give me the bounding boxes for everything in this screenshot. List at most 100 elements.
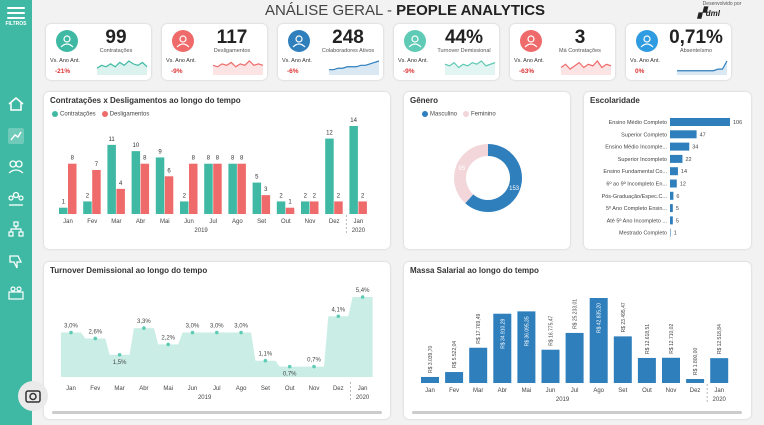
data-label: R$ 16.775,47 [549, 315, 555, 345]
bar [116, 188, 125, 214]
data-label: 1 [674, 231, 677, 237]
category-label: Superior Completo [621, 132, 667, 138]
kpi-card[interactable]: 99 Contratações Vs. Ano Ant. -21% [46, 24, 151, 80]
x-tick-label: Fev [90, 386, 100, 392]
kpi-delta: -6% [287, 68, 299, 75]
home-icon[interactable] [7, 95, 25, 113]
x-tick-label: Jan [66, 386, 76, 392]
kpi-compare-label: Vs. Ano Ant. [398, 58, 428, 64]
x-tick-label: Set [618, 388, 627, 394]
data-label: 8 [192, 156, 196, 162]
x-tick-label: Jun [546, 388, 556, 394]
bar [276, 201, 286, 214]
data-label: 106 [733, 120, 742, 126]
bar [107, 144, 116, 214]
data-label: 6 [676, 194, 679, 200]
data-point [117, 352, 122, 357]
panel-title: Contratações x Desligamentos ao longo do… [50, 96, 241, 105]
data-label: R$ 12.518,84 [717, 324, 723, 354]
hiring-icon[interactable] [7, 158, 25, 176]
kpi-card[interactable]: 117 Desligamentos Vs. Ano Ant. -9% [162, 24, 267, 80]
data-label: 2 [337, 193, 341, 199]
gender-donut-chart[interactable]: 153 95 [404, 92, 570, 249]
data-label: 8 [143, 156, 147, 162]
absence-icon[interactable] [7, 284, 25, 302]
data-label: 1 [288, 200, 292, 206]
x-tick-label: Jul [213, 386, 221, 392]
x-tick-label: Ago [236, 386, 247, 392]
data-label: 3,0% [186, 324, 200, 330]
data-label: 2,6% [88, 329, 102, 335]
year-label: 2020 [352, 228, 366, 234]
education-panel: Escolaridade Ensino Médio Completo 106 Sup… [584, 92, 751, 249]
team-icon[interactable] [7, 190, 25, 208]
bar [637, 357, 656, 383]
category-label: Até 5º Ano Incompleto ... [607, 217, 668, 224]
slice-label: 153 [509, 186, 520, 192]
data-point [142, 326, 146, 330]
bar [670, 130, 697, 139]
legend-item[interactable]: Masculino [422, 111, 457, 118]
hires-vs-terminations-panel: Contratações x Desligamentos ao longo do… [44, 92, 390, 249]
x-tick-label: Mai [163, 386, 173, 392]
category-label: Ensino Médio Incomple... [605, 145, 667, 151]
x-tick-label: Ago [232, 219, 243, 225]
data-label: 5,4% [356, 288, 370, 294]
kpi-card[interactable]: 44% Turnover Demissional Vs. Ano Ant. -9% [394, 24, 499, 80]
kpi-card[interactable]: 248 Colaboradores Ativos Vs. Ano Ant. -6% [278, 24, 383, 80]
data-label: 5 [255, 175, 259, 181]
bar [131, 151, 141, 214]
turnover-area-chart[interactable]: 3,0% 2,6% 1,5% 3,3% 2,2% 3,0% 3,0% 3,0% 1,1% 0,7%… [44, 262, 390, 419]
data-label: 12 [680, 182, 686, 188]
slice-label: 95 [459, 166, 466, 172]
x-tick-label: Jan [358, 386, 368, 392]
bar [189, 163, 198, 214]
filters-label[interactable]: FILTROS [5, 21, 27, 27]
payroll-bar-chart[interactable]: R$ 3.039,70 R$ 5.522,04 R$ 17.769,49 R$ 34.… [404, 262, 751, 419]
dislike-icon[interactable] [7, 253, 25, 271]
menu-icon[interactable] [7, 7, 25, 19]
bar [228, 163, 237, 214]
year-label: 2020 [713, 397, 727, 403]
legend-item[interactable]: Desligamentos [101, 111, 149, 118]
education-bar-chart[interactable]: Ensino Médio Completo 106 Superior Complet… [584, 92, 751, 249]
x-tick-label: Jan [425, 388, 435, 394]
year-label: 2019 [556, 397, 570, 403]
bar [301, 201, 310, 214]
kpi-delta: -63% [519, 68, 535, 75]
bar [59, 207, 68, 214]
x-tick-label: Jun [188, 386, 198, 392]
bar [285, 207, 295, 214]
kpi-label: Turnover Demissional [437, 48, 491, 54]
kpi-sparkline [212, 60, 264, 75]
category-label: Mestrado Completo [619, 231, 667, 237]
data-label: R$ 34.910,29 [500, 319, 506, 349]
data-label: 3,0% [210, 324, 224, 330]
kpi-value: 0,71% [669, 27, 723, 48]
x-tick-label: Abr [136, 219, 145, 225]
legend-item[interactable]: Contratações [52, 111, 96, 118]
kpi-card[interactable]: 0,71% Absenteísmo Vs. Ano Ant. 0% [626, 24, 731, 80]
analytics-icon[interactable] [7, 127, 25, 145]
data-label: 8 [216, 156, 220, 162]
x-tick-label: Mar [111, 219, 121, 225]
bar [325, 138, 334, 214]
bar [710, 358, 729, 383]
data-label: R$ 42.835,20 [597, 303, 603, 333]
data-point [263, 358, 268, 363]
data-label: 4,1% [331, 307, 345, 313]
data-label: R$ 17.769,49 [476, 313, 482, 343]
kpi-value: 248 [332, 27, 364, 48]
kpi-value: 44% [444, 27, 484, 48]
kpi-delta: 0% [635, 68, 645, 75]
x-tick-label: Nov [305, 219, 316, 225]
bar [358, 201, 367, 214]
data-point [190, 330, 195, 335]
organization-icon[interactable] [7, 220, 25, 238]
bar [68, 163, 77, 214]
kpi-card[interactable]: 3 Má Contratações Vs. Ano Ant. -63% [510, 24, 615, 80]
screenshot-button[interactable] [18, 381, 48, 411]
panel-title: Escolaridade [590, 96, 640, 105]
legend-item[interactable]: Feminino [463, 111, 496, 118]
